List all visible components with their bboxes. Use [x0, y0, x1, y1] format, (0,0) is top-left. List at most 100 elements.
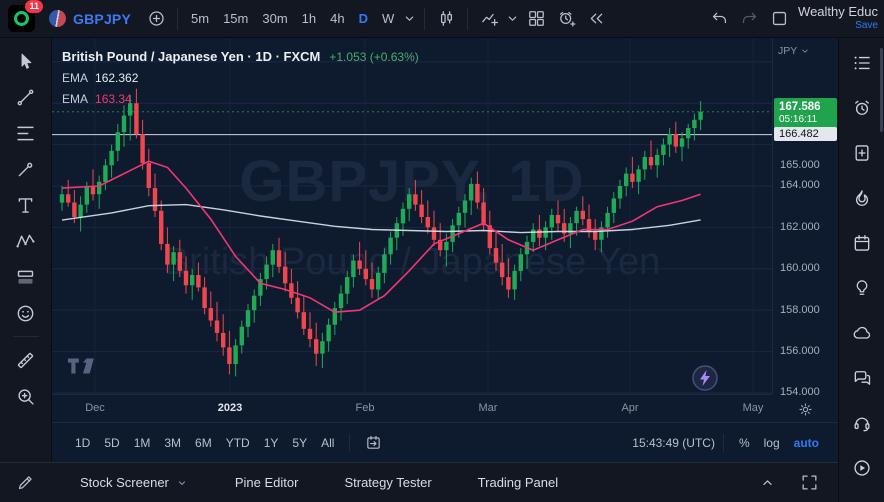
- range-5d[interactable]: 5D: [104, 435, 120, 450]
- fullscreen-icon[interactable]: [794, 469, 824, 497]
- time-label: Dec: [85, 402, 105, 414]
- xabcd-pattern-tool[interactable]: [7, 224, 45, 258]
- legend-title[interactable]: British Pound / Japanese Yen · 1D · FXCM: [62, 49, 321, 64]
- time-label: Mar: [478, 402, 498, 414]
- calendar-button[interactable]: [846, 228, 878, 258]
- tab-stock-screener[interactable]: Stock Screener: [80, 475, 189, 490]
- undo-icon[interactable]: [704, 5, 734, 33]
- timeframe-30m[interactable]: 30m: [262, 11, 288, 26]
- hotlists-icon: [852, 188, 872, 208]
- create-alert-icon[interactable]: [551, 5, 581, 33]
- symbol-name: GBPJPY: [73, 10, 131, 27]
- price-label: 162.000: [780, 221, 820, 233]
- indicator-legend-ema-2[interactable]: EMA 163.34: [62, 92, 132, 106]
- journal-button[interactable]: [846, 138, 878, 168]
- timeframe-menu-chevron-icon[interactable]: [401, 5, 418, 33]
- goto-date-icon[interactable]: [358, 429, 388, 457]
- symbol-search-button[interactable]: GBPJPY: [45, 5, 141, 33]
- timeframe-15m[interactable]: 15m: [223, 11, 249, 26]
- hotlists-button[interactable]: [846, 183, 878, 213]
- chart-settings-gear-icon[interactable]: [794, 398, 816, 420]
- text-tool[interactable]: [7, 188, 45, 222]
- chevron-down-icon[interactable]: [175, 476, 189, 490]
- trend-line-tool[interactable]: [7, 80, 45, 114]
- messages-button[interactable]: [846, 363, 878, 393]
- panel-expand-chevron-icon[interactable]: [752, 469, 782, 497]
- chart-type-icon[interactable]: [431, 5, 461, 33]
- brush-icon: [15, 159, 36, 180]
- trend-line-icon: [15, 87, 36, 108]
- tradingview-logo[interactable]: [68, 356, 98, 376]
- auto-scale-button[interactable]: auto: [793, 435, 819, 450]
- help-button[interactable]: [846, 408, 878, 438]
- timeframe-5m[interactable]: 5m: [191, 11, 210, 26]
- chart-area: GBPJPY, 1D British Pound / Japanese Yen …: [52, 38, 838, 462]
- price-scale-currency-label: JPY: [778, 45, 798, 57]
- notification-badge: 11: [25, 0, 43, 13]
- range-1m[interactable]: 1M: [133, 435, 151, 450]
- log-scale-button[interactable]: log: [763, 435, 780, 450]
- multichart-layout-icon[interactable]: [521, 5, 551, 33]
- calendar-icon: [852, 233, 872, 253]
- cursor-tool[interactable]: [7, 44, 45, 78]
- timeframe-w[interactable]: W: [381, 11, 395, 26]
- redo-icon[interactable]: [734, 5, 764, 33]
- last-price-badge: 167.586 05:16:11: [774, 98, 837, 129]
- bar-replay-icon[interactable]: [581, 5, 611, 33]
- quick-action-bolt-button[interactable]: [691, 364, 719, 392]
- range-ytd[interactable]: YTD: [225, 435, 250, 450]
- timeframe-1h[interactable]: 1h: [301, 11, 317, 26]
- save-layout-button[interactable]: Save: [855, 20, 878, 32]
- layout-select-icon[interactable]: [764, 5, 794, 33]
- alerts-button[interactable]: [846, 93, 878, 123]
- tab-strategy-tester[interactable]: Strategy Tester: [344, 475, 431, 490]
- bottom-tab-group: Stock Screener Pine Editor Strategy Tester…: [80, 475, 558, 490]
- fib-retracement-tool[interactable]: [7, 116, 45, 150]
- time-label: 2023: [217, 402, 243, 414]
- measure-tool[interactable]: [7, 343, 45, 377]
- indicator-legend-ema-1[interactable]: EMA 162.362: [62, 71, 139, 85]
- sidebar-scrollbar[interactable]: [880, 48, 883, 132]
- timeframe-d[interactable]: D: [358, 11, 368, 26]
- toolbar-divider: [424, 7, 426, 30]
- date-range-group: 1D 5D 1M 3M 6M YTD 1Y 5Y All: [68, 433, 341, 453]
- range-all[interactable]: All: [321, 435, 335, 450]
- percent-scale-button[interactable]: %: [738, 435, 750, 450]
- chart-canvas[interactable]: [52, 38, 772, 394]
- streams-button[interactable]: [846, 453, 878, 483]
- range-3m[interactable]: 3M: [164, 435, 182, 450]
- emoji-tool[interactable]: [7, 296, 45, 330]
- price-scale-currency-button[interactable]: JPY: [778, 45, 811, 57]
- range-1d[interactable]: 1D: [75, 435, 91, 450]
- range-5y[interactable]: 5Y: [292, 435, 308, 450]
- currency-pair-icon: [49, 10, 66, 27]
- user-avatar[interactable]: 11: [8, 0, 43, 32]
- bottom-panel: Stock Screener Pine Editor Strategy Tester…: [0, 462, 838, 502]
- watchlist-button[interactable]: [846, 48, 878, 78]
- price-axis[interactable]: JPY 168.000165.000164.000162.000160.0001…: [772, 38, 839, 398]
- journal-icon: [852, 143, 872, 163]
- range-1y[interactable]: 1Y: [263, 435, 279, 450]
- indicator-templates-chevron-icon[interactable]: [504, 5, 521, 33]
- tab-trading-panel[interactable]: Trading Panel: [478, 475, 558, 490]
- right-sidebar: [838, 38, 884, 502]
- toolbar-divider: [349, 433, 351, 452]
- range-6m[interactable]: 6M: [195, 435, 212, 450]
- alerts-icon: [852, 98, 872, 118]
- indicators-icon[interactable]: [474, 5, 504, 33]
- chat-cloud-button[interactable]: [846, 318, 878, 348]
- long-short-position-icon: [15, 267, 36, 288]
- tab-pine-editor[interactable]: Pine Editor: [235, 475, 299, 490]
- chart-bottom-toolbar: 1D 5D 1M 3M 6M YTD 1Y 5Y All 15:43:49 (UTC) % lo…: [52, 422, 838, 462]
- zoom-in-tool[interactable]: [7, 379, 45, 413]
- compare-add-icon[interactable]: [141, 5, 171, 33]
- ideas-button[interactable]: [846, 273, 878, 303]
- time-axis[interactable]: Dec 2023 Feb Mar Apr May: [52, 394, 772, 423]
- pencil-icon[interactable]: [10, 469, 40, 497]
- layout-name[interactable]: Wealthy Educ: [798, 5, 878, 20]
- clock[interactable]: 15:43:49 (UTC): [632, 435, 715, 450]
- long-short-position-tool[interactable]: [7, 260, 45, 294]
- timeframe-4h[interactable]: 4h: [330, 11, 345, 26]
- brush-tool[interactable]: [7, 152, 45, 186]
- streams-icon: [852, 458, 872, 478]
